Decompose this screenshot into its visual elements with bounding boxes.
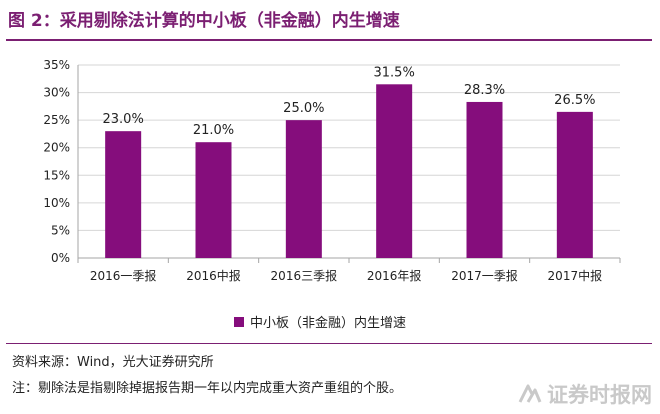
- legend-label: 中小板（非金融）内生增速: [250, 315, 406, 331]
- x-tick-label: 2016三季报: [271, 268, 338, 283]
- chart-title: 图 2：采用剔除法计算的中小板（非金融）内生增速: [8, 11, 400, 31]
- title-divider: [6, 39, 652, 41]
- bar: [466, 101, 503, 258]
- data-label: 28.3%: [464, 83, 505, 98]
- data-label: 25.0%: [283, 101, 324, 116]
- y-tick-label: 25%: [43, 113, 70, 127]
- y-tick-label: 10%: [43, 196, 70, 210]
- source-text: 资料来源：Wind，光大证券研究所: [12, 355, 214, 370]
- y-tick-label: 15%: [43, 168, 70, 182]
- data-label: 31.5%: [374, 65, 415, 80]
- x-tick-label: 2016中报: [186, 268, 241, 283]
- note-text: 注：剔除法是指剔除掉据报告期一年以内完成重大资产重组的个股。: [12, 381, 403, 396]
- y-tick-label: 5%: [51, 223, 70, 237]
- data-label: 21.0%: [193, 123, 234, 138]
- source-divider: [6, 343, 652, 344]
- watermark-logo-icon: [518, 384, 542, 403]
- x-tick-label: 2016年报: [367, 268, 422, 283]
- x-tick-label: 2017一季报: [451, 268, 518, 283]
- bar-chart: 0% 5% 10% 15% 20% 25% 30% 35% 23.0% 2016一季报 21.0% 2…: [43, 58, 621, 331]
- y-tick-label: 0%: [51, 251, 70, 265]
- x-tick-label: 2017中报: [548, 268, 603, 283]
- watermark-text: 证券时报网: [547, 383, 652, 407]
- bar: [285, 120, 322, 259]
- bar: [195, 142, 232, 258]
- bar: [376, 84, 413, 258]
- bar: [556, 111, 593, 258]
- y-tick-label: 35%: [43, 58, 70, 72]
- legend-swatch: [234, 317, 244, 327]
- y-tick-label: 20%: [43, 141, 70, 155]
- watermark: 证券时报网: [517, 379, 652, 409]
- y-tick-label: 30%: [43, 86, 70, 100]
- data-label: 26.5%: [554, 93, 595, 108]
- x-tick-label: 2016一季报: [90, 268, 157, 283]
- data-label: 23.0%: [103, 112, 144, 127]
- bar: [105, 131, 142, 258]
